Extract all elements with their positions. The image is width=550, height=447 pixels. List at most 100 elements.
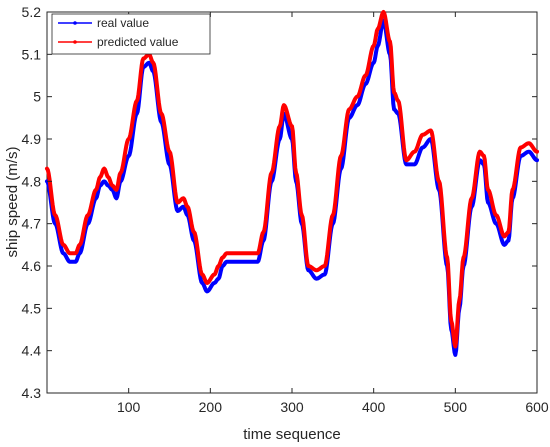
- y-axis-label: ship speed (m/s): [4, 147, 21, 258]
- data-point-predicted-value: [159, 112, 163, 116]
- data-point-predicted-value: [347, 107, 351, 111]
- data-point-predicted-value: [192, 230, 196, 234]
- data-point-real-value: [412, 162, 417, 166]
- legend-box: [51, 13, 211, 55]
- data-point-predicted-value: [261, 230, 266, 234]
- data-point-real-value: [535, 158, 539, 162]
- data-point-real-value: [241, 260, 245, 264]
- data-point-predicted-value: [510, 188, 515, 192]
- data-point-predicted-value: [135, 99, 139, 103]
- data-point-real-value: [220, 264, 225, 268]
- data-point-predicted-value: [314, 268, 319, 272]
- data-point-predicted-value: [527, 141, 531, 145]
- data-point-predicted-value: [294, 171, 298, 175]
- data-point-predicted-value: [127, 137, 131, 141]
- data-point-real-value: [502, 243, 506, 247]
- data-point-real-value: [355, 103, 359, 107]
- data-point-real-value: [212, 281, 217, 285]
- data-point-predicted-value: [445, 255, 449, 260]
- series-layer: [45, 10, 539, 357]
- data-point-real-value: [506, 239, 511, 243]
- y-tick-label: 4.6: [22, 258, 42, 274]
- data-point-predicted-value: [290, 124, 294, 128]
- data-point-predicted-value: [269, 171, 274, 175]
- y-tick-label: 4.8: [22, 173, 42, 189]
- y-tick-label: 4.9: [22, 131, 42, 147]
- data-point-predicted-value: [421, 133, 425, 137]
- data-point-predicted-value: [256, 251, 260, 255]
- data-point-real-value: [306, 268, 310, 272]
- data-point-predicted-value: [176, 200, 180, 205]
- legend-marker-real-value: [73, 21, 77, 25]
- data-point-predicted-value: [61, 243, 65, 247]
- data-point-real-value: [181, 205, 185, 209]
- data-point-real-value: [404, 162, 408, 166]
- data-point-predicted-value: [278, 124, 282, 128]
- data-point-real-value: [205, 289, 209, 293]
- data-point-predicted-value: [381, 10, 386, 14]
- data-point-real-value: [106, 183, 110, 188]
- data-point-real-value: [216, 277, 221, 281]
- x-tick-label: 200: [199, 399, 223, 415]
- data-point-real-value: [225, 260, 229, 264]
- data-point-predicted-value: [233, 251, 237, 255]
- data-point-predicted-value: [86, 213, 90, 217]
- data-point-predicted-value: [212, 272, 217, 277]
- data-point-real-value: [200, 281, 204, 285]
- data-point-predicted-value: [412, 150, 417, 154]
- data-point-predicted-value: [73, 251, 78, 255]
- legend-label-predicted-value: predicted value: [97, 35, 179, 49]
- data-point-predicted-value: [372, 44, 376, 48]
- x-tick-label: 500: [444, 399, 468, 415]
- data-point-predicted-value: [114, 188, 119, 192]
- data-point-real-value: [376, 44, 380, 48]
- data-point-predicted-value: [225, 251, 229, 255]
- data-point-real-value: [256, 260, 260, 264]
- data-point-predicted-value: [200, 272, 204, 277]
- data-point-predicted-value: [519, 145, 523, 150]
- data-point-real-value: [176, 209, 180, 213]
- x-tick-label: 100: [117, 399, 141, 415]
- x-tick-label: 400: [362, 399, 386, 415]
- data-point-real-value: [102, 179, 106, 183]
- data-point-predicted-value: [470, 196, 474, 200]
- data-point-predicted-value: [300, 213, 304, 217]
- data-point-predicted-value: [282, 103, 286, 107]
- y-tick-label: 5: [33, 89, 41, 105]
- ticks-layer: 100 200 300 400 500 600 4.3 4.4 4.5 4.6 4.7 4.8 4.9 5…: [22, 4, 549, 415]
- data-point-predicted-value: [185, 205, 190, 209]
- legend-marker-predicted-value: [73, 40, 77, 44]
- data-point-predicted-value: [388, 40, 392, 44]
- data-point-real-value: [494, 222, 498, 226]
- y-tick-label: 4.4: [22, 343, 42, 359]
- data-point-real-value: [135, 112, 139, 116]
- data-point-real-value: [363, 82, 368, 86]
- data-point-predicted-value: [249, 251, 253, 255]
- data-point-predicted-value: [494, 213, 498, 217]
- data-point-predicted-value: [429, 128, 433, 133]
- data-point-real-value: [233, 260, 237, 264]
- data-point-real-value: [323, 272, 327, 277]
- data-point-predicted-value: [453, 344, 457, 349]
- data-point-predicted-value: [151, 61, 155, 65]
- data-point-predicted-value: [53, 213, 57, 217]
- data-point-predicted-value: [437, 179, 441, 183]
- data-point-predicted-value: [339, 154, 343, 158]
- data-point-real-value: [249, 260, 253, 264]
- data-point-predicted-value: [141, 56, 145, 61]
- data-point-predicted-value: [355, 95, 359, 99]
- data-point-predicted-value: [167, 150, 172, 154]
- y-tick-label: 5.2: [22, 4, 42, 20]
- data-point-real-value: [314, 277, 319, 281]
- x-tick-label: 600: [525, 399, 549, 415]
- data-point-predicted-value: [110, 183, 114, 188]
- data-point-real-value: [147, 61, 151, 65]
- data-point-predicted-value: [181, 196, 185, 200]
- legend: real value predicted value: [51, 13, 211, 55]
- data-point-predicted-value: [306, 264, 310, 268]
- data-point-predicted-value: [106, 175, 110, 179]
- data-point-predicted-value: [404, 158, 408, 162]
- data-point-predicted-value: [457, 298, 462, 302]
- data-point-predicted-value: [323, 264, 327, 268]
